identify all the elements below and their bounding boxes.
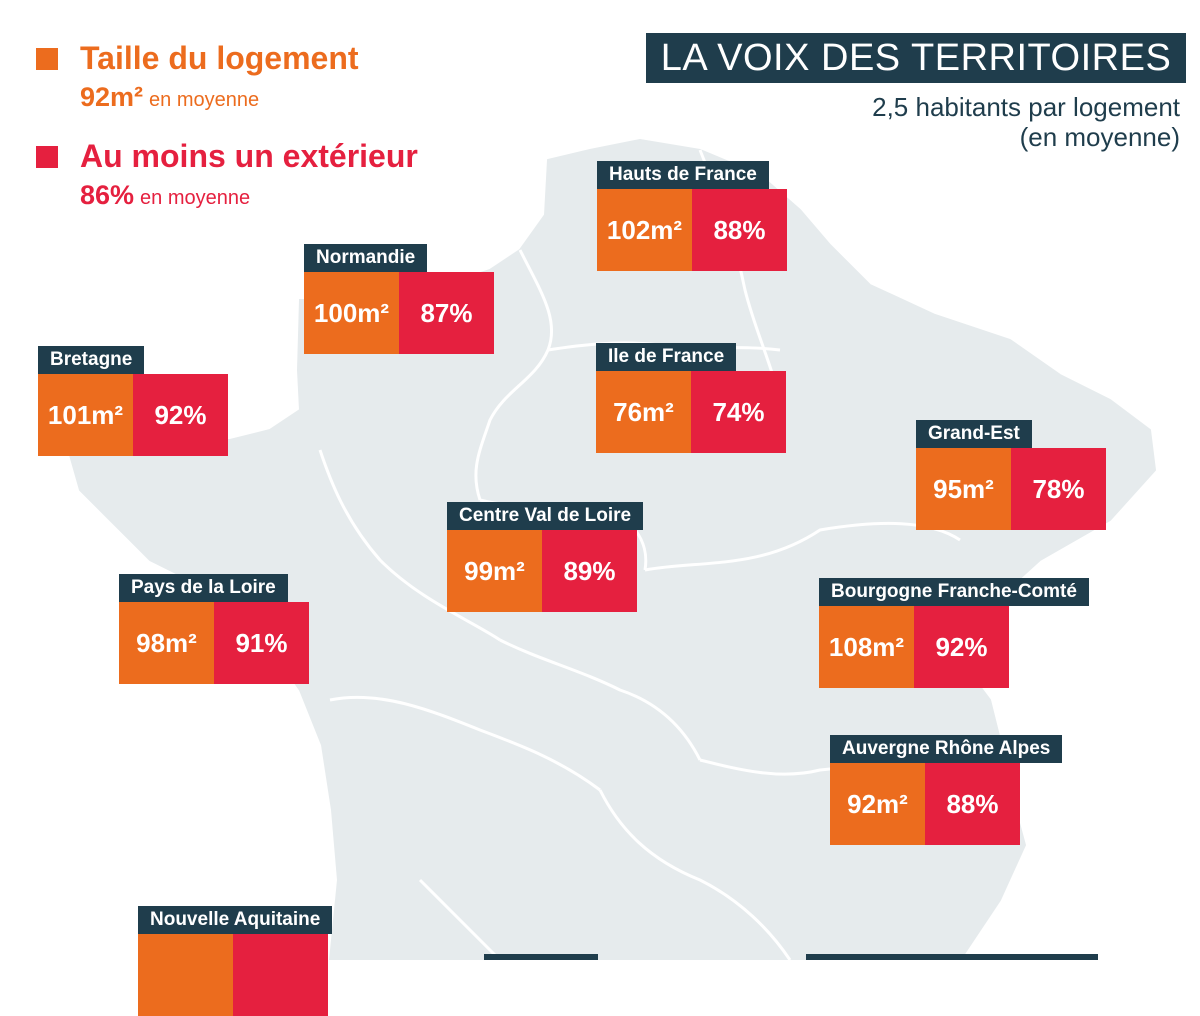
legend-exterior-value-row: 86% en moyenne (80, 180, 250, 211)
legend-size-title: Taille du logement (80, 40, 359, 76)
region-size-value: 92m² (830, 763, 925, 845)
region-size-value: 99m² (447, 530, 542, 612)
region-exterior-value: 92% (133, 374, 228, 456)
region-size-value: 95m² (916, 448, 1011, 530)
region-exterior-value: 92% (914, 606, 1009, 688)
region-name: Bourgogne Franche-Comté (819, 578, 1089, 606)
legend-exterior-title: Au moins un extérieur (80, 138, 418, 174)
region-name: Ile de France (596, 343, 737, 371)
subtitle: 2,5 habitants par logement (en moyenne) (872, 92, 1180, 152)
region-name: Pays de la Loire (119, 574, 288, 602)
region-exterior-value (233, 934, 328, 1016)
region-size-value: 98m² (119, 602, 214, 684)
region-exterior-value: 78% (1011, 448, 1106, 530)
region-name: Normandie (304, 244, 428, 272)
subtitle-line-1: 2,5 habitants par logement (872, 92, 1180, 122)
region-name: Nouvelle Aquitaine (138, 906, 333, 934)
region-size-value (138, 934, 233, 1016)
region-name: Centre Val de Loire (447, 502, 644, 530)
region-exterior-value: 88% (925, 763, 1020, 845)
exterior-swatch (36, 146, 58, 168)
region-size-value: 100m² (304, 272, 399, 354)
size-swatch (36, 48, 58, 70)
region-size-value: 101m² (38, 374, 133, 456)
region-exterior-value: 88% (692, 189, 787, 271)
legend-exterior-suffix: en moyenne (140, 187, 251, 209)
region-exterior-value: 74% (691, 371, 786, 453)
page-title: LA VOIX DES TERRITOIRES (646, 33, 1186, 83)
legend-size-suffix: en moyenne (149, 89, 260, 111)
region-name: Bretagne (38, 346, 145, 374)
region-name: Hauts de France (597, 161, 769, 189)
region-exterior-value: 89% (542, 530, 637, 612)
region-exterior-value: 87% (399, 272, 494, 354)
region-name: Grand-Est (916, 420, 1032, 448)
region-name: Auvergne Rhône Alpes (830, 735, 1063, 763)
region-size-value: 102m² (597, 189, 692, 271)
region-size-value: 108m² (819, 606, 914, 688)
region-card-partial-paca (806, 954, 1098, 960)
legend-exterior-value: 86% (80, 180, 135, 210)
legend-size-value-row: 92m² en moyenne (80, 82, 259, 113)
region-size-value: 76m² (596, 371, 691, 453)
legend-size-value: 92m² (80, 82, 144, 112)
subtitle-line-2: (en moyenne) (1019, 122, 1180, 152)
region-exterior-value: 91% (214, 602, 309, 684)
region-card-partial-occitanie (484, 954, 598, 960)
